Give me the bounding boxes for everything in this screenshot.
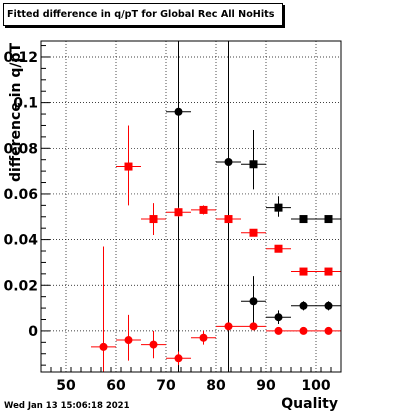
x-tick-label: 60 bbox=[106, 378, 126, 394]
timestamp-footer: Wed Jan 13 15:06:18 2021 bbox=[4, 401, 130, 411]
data-point-square bbox=[174, 208, 183, 217]
data-point-square bbox=[249, 228, 258, 237]
data-point-square bbox=[249, 160, 258, 169]
x-tick-label: 70 bbox=[156, 378, 176, 394]
data-point-square bbox=[324, 215, 333, 224]
data-point-square bbox=[324, 267, 333, 276]
y-tick-label: 0.02 bbox=[3, 278, 38, 294]
data-point-circle bbox=[249, 322, 258, 331]
data-point-square bbox=[274, 244, 283, 253]
y-tick-label: 0.08 bbox=[3, 141, 38, 157]
chart-title-box: Fitted difference in q/pT for Global Rec… bbox=[3, 3, 283, 26]
y-tick-label: 0.1 bbox=[13, 96, 38, 112]
data-point-square bbox=[299, 267, 308, 276]
data-point-circle bbox=[99, 342, 108, 351]
data-point-square bbox=[224, 215, 233, 224]
data-point-circle bbox=[324, 326, 333, 335]
plot-frame bbox=[40, 40, 342, 373]
chart-title: Fitted difference in q/pT for Global Rec… bbox=[7, 9, 275, 20]
data-point-square bbox=[274, 203, 283, 212]
data-markers bbox=[99, 107, 333, 363]
data-point-circle bbox=[199, 333, 208, 342]
data-point-circle bbox=[249, 297, 258, 306]
data-point-square bbox=[149, 215, 158, 224]
grid-lines bbox=[41, 41, 341, 372]
data-point-circle bbox=[299, 326, 308, 335]
x-tick-label: 100 bbox=[301, 378, 330, 394]
y-tick-label: 0.12 bbox=[3, 50, 38, 66]
x-axis-label: Quality bbox=[281, 396, 338, 412]
y-tick-label: 0.04 bbox=[3, 233, 38, 249]
data-point-square bbox=[124, 162, 133, 171]
data-point-circle bbox=[124, 336, 133, 345]
data-point-circle bbox=[224, 157, 233, 166]
data-point-circle bbox=[274, 326, 283, 335]
x-tick-label: 90 bbox=[256, 378, 276, 394]
data-point-circle bbox=[174, 354, 183, 363]
y-tick-label: 0.06 bbox=[3, 187, 38, 203]
data-point-square bbox=[199, 205, 208, 214]
y-axis-label: difference in q/pT bbox=[8, 42, 24, 182]
axis-ticks bbox=[40, 45, 342, 372]
data-point-circle bbox=[324, 301, 333, 310]
data-point-circle bbox=[224, 322, 233, 331]
x-tick-label: 50 bbox=[56, 378, 76, 394]
data-point-circle bbox=[174, 107, 183, 116]
y-tick-label: 0 bbox=[28, 324, 38, 340]
x-tick-label: 80 bbox=[206, 378, 226, 394]
data-point-square bbox=[299, 215, 308, 224]
data-point-circle bbox=[149, 340, 158, 349]
axis-tick-labels: 50 60 70 80 90 100 0 0.02 0.04 0.06 0.08 0.1 0.12 bbox=[3, 50, 330, 394]
data-point-circle bbox=[274, 313, 283, 322]
data-point-circle bbox=[299, 301, 308, 310]
